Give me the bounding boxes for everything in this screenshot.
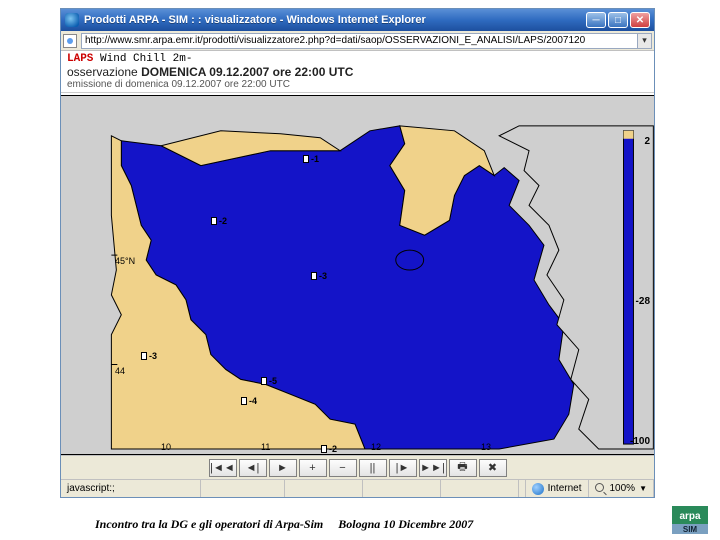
status-zone[interactable]: Internet [526,480,589,497]
status-zoom[interactable]: 100% ▼ [589,480,655,497]
map-data-point: -3 [311,271,327,281]
page-content: LAPS Wind Chill 2m- osservazione DOMENIC… [61,51,654,497]
address-bar: ▾ [61,31,654,51]
map-spot-1 [396,250,424,270]
laps-label: LAPS [67,53,93,65]
minimize-button[interactable]: ─ [586,12,606,28]
map-data-point: -2 [211,216,227,226]
axis-x-label: 12 [371,442,381,452]
player-prev-button[interactable]: ◄| [239,459,267,477]
arpa-logo: arpa SIM [672,506,708,534]
map-data-point: -3 [141,351,157,361]
logo-sub: SIM [683,525,698,534]
scale-label: -100 [630,436,650,447]
map-data-point: -5 [261,376,277,386]
status-js: javascript:; [61,480,201,497]
slide-footer: Incontro tra la DG e gli operatori di Ar… [95,517,473,532]
map-svg [61,96,654,454]
ie-icon [65,13,79,27]
footer-left: Incontro tra la DG e gli operatori di Ar… [95,517,323,531]
player-bar: |◄◄ ◄| ► + − || |► ►►| 🖶 ✖ [61,455,654,479]
axis-y-label: 45°N [115,256,135,266]
titlebar[interactable]: Prodotti ARPA - SIM : : visualizzatore -… [61,9,654,31]
window-title: Prodotti ARPA - SIM : : visualizzatore -… [84,14,586,26]
obs-date: DOMENICA 09.12.2007 ore 22:00 UTC [141,65,353,79]
axis-y-label: 44 [115,366,125,376]
map-data-point: -1 [303,154,319,164]
url-input[interactable] [81,33,638,49]
status-spacer [201,480,526,497]
map-data-point: -2 [321,444,337,454]
axis-x-label: 11 [261,442,270,452]
map-canvas: -1 -2 -3 -3 -5 -4 -2 2 -28 -100 10 11 12 13 45°N 44 [61,95,654,455]
color-scale-top [624,131,634,139]
maximize-button[interactable]: □ [608,12,628,28]
page-icon [63,34,77,48]
close-button[interactable]: ✕ [630,12,650,28]
map-data-point: -4 [241,396,257,406]
emission-line: emissione di domenica 09.12.2007 ore 22:… [67,79,648,90]
scale-label: -28 [636,296,650,307]
obs-prefix: osservazione [67,65,138,79]
player-pause-button[interactable]: || [359,459,387,477]
player-zoomin-button[interactable]: + [299,459,327,477]
player-close-button[interactable]: ✖ [479,459,507,477]
chevron-down-icon: ▼ [639,484,647,493]
magnifier-icon [595,483,607,495]
status-bar: javascript:; Internet 100% ▼ [61,479,654,497]
status-zoom-text: 100% [610,483,636,494]
axis-x-label: 10 [161,442,171,452]
player-play-button[interactable]: ► [269,459,297,477]
footer-right: Bologna 10 Dicembre 2007 [338,517,473,531]
color-scale-bar [624,131,634,444]
browser-window: Prodotti ARPA - SIM : : visualizzatore -… [60,8,655,498]
laps-variable: Wind Chill 2m- [100,53,192,65]
logo-text: arpa [679,511,701,522]
player-next-button[interactable]: |► [389,459,417,477]
axis-x-label: 13 [481,442,491,452]
map-header: LAPS Wind Chill 2m- osservazione DOMENIC… [61,51,654,93]
scale-label: 2 [644,136,650,147]
globe-icon [532,483,544,495]
player-print-button[interactable]: 🖶 [449,459,477,477]
player-first-button[interactable]: |◄◄ [209,459,237,477]
player-zoomout-button[interactable]: − [329,459,357,477]
url-dropdown-button[interactable]: ▾ [638,33,652,49]
player-last-button[interactable]: ►►| [419,459,447,477]
status-zone-text: Internet [548,483,582,494]
